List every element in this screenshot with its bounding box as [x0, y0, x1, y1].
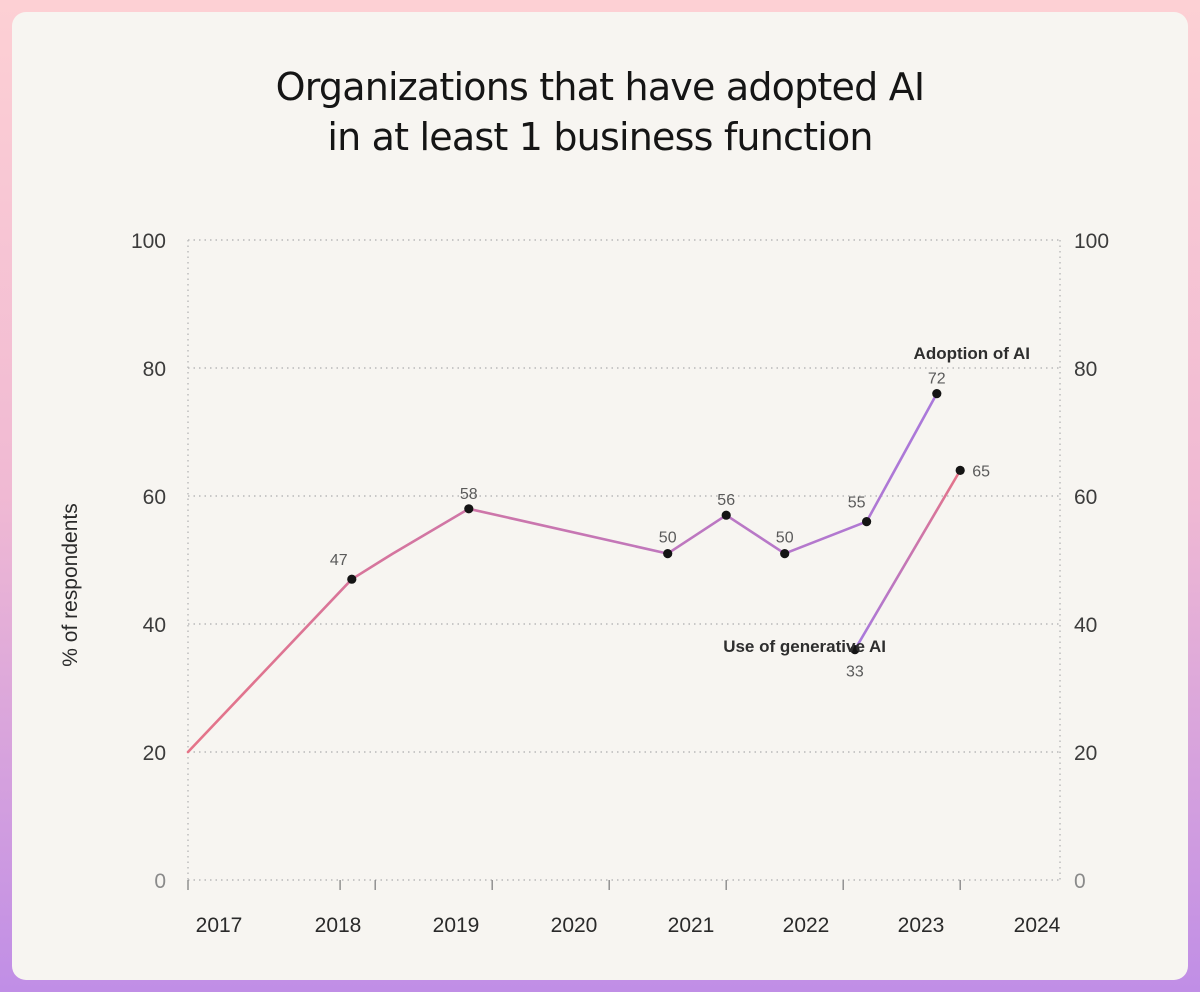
series-line-0 — [186, 392, 939, 754]
y-tick-right-60: 60 — [1074, 486, 1097, 509]
y-tick-left-80: 80 — [143, 358, 166, 381]
y-tick-right-80: 80 — [1074, 358, 1097, 381]
data-label-0-3: 58 — [460, 486, 478, 503]
series-layer — [186, 389, 965, 754]
label-layer: 47 58 50 56 50 55 72 Adoption of AI 33 65 Use of g… — [330, 344, 1030, 681]
x-tick-label-2023: 2023 — [898, 914, 945, 937]
x-tick-label-2018: 2018 — [315, 914, 362, 937]
y-tick-left-60: 60 — [143, 486, 166, 509]
series-label-1: Use of generative AI — [723, 637, 886, 656]
data-label-0-8: 72 — [928, 371, 946, 388]
y-axis-label: % of respondents — [59, 503, 82, 666]
x-tick-label-2017: 2017 — [196, 914, 243, 937]
x-tick-label-2024: 2024 — [1014, 914, 1061, 937]
data-label-0-7: 55 — [848, 495, 866, 512]
chart-title-line-2: in at least 1 business function — [327, 115, 873, 159]
data-label-0-1: 47 — [330, 552, 348, 569]
x-tick-label-2021: 2021 — [668, 914, 715, 937]
data-label-1-1: 65 — [972, 463, 990, 480]
data-point-0-7 — [862, 517, 872, 527]
y-tick-left-40: 40 — [143, 614, 166, 637]
data-label-0-4: 50 — [659, 530, 677, 547]
chart-title: Organizations that have adopted AI in at… — [0, 62, 1200, 162]
data-point-0-8 — [932, 389, 942, 399]
data-point-0-3 — [464, 504, 474, 514]
y-tick-left-100: 100 — [131, 230, 166, 253]
data-point-0-6 — [780, 549, 790, 559]
grid-layer — [187, 239, 1061, 880]
data-point-1-1 — [955, 465, 965, 475]
y-tick-left-20: 20 — [143, 742, 166, 765]
y-tick-left-0: 0 — [154, 870, 166, 893]
y-tick-right-40: 40 — [1074, 614, 1097, 637]
x-tick-label-2019: 2019 — [433, 914, 480, 937]
data-label-0-6: 50 — [776, 530, 794, 547]
data-label-1-0: 33 — [846, 664, 864, 681]
series-line-1 — [853, 469, 962, 651]
x-tick-label-2020: 2020 — [551, 914, 598, 937]
data-point-1-0 — [850, 645, 860, 655]
data-point-0-1 — [347, 574, 357, 584]
x-tick-label-2022: 2022 — [783, 914, 830, 937]
y-tick-right-100: 100 — [1074, 230, 1109, 253]
y-tick-right-20: 20 — [1074, 742, 1097, 765]
y-tick-right-0: 0 — [1074, 870, 1086, 893]
data-point-0-5 — [721, 510, 731, 520]
series-label-0: Adoption of AI — [914, 344, 1030, 363]
data-point-0-4 — [663, 549, 673, 559]
chart-title-line-1: Organizations that have adopted AI — [275, 65, 925, 109]
data-label-0-5: 56 — [717, 492, 735, 509]
